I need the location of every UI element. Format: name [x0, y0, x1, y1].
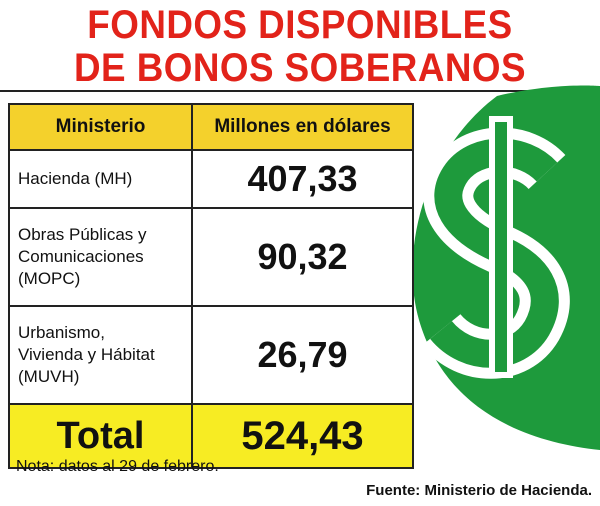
- total-value: 524,43: [191, 403, 414, 469]
- ministry-value: 90,32: [191, 207, 414, 307]
- header-ministerio: Ministerio: [8, 103, 193, 151]
- title-divider: [0, 90, 600, 92]
- ministry-name-line: Hacienda (MH): [18, 169, 133, 188]
- total-label: Total: [8, 403, 193, 469]
- ministry-value: 407,33: [191, 149, 414, 209]
- ministry-name-line: Urbanismo,: [18, 323, 105, 342]
- ministry-name-line: Obras Públicas y: [18, 225, 147, 244]
- ministry-name-line: (MUVH): [18, 367, 80, 386]
- ministry-name: Hacienda (MH): [8, 149, 193, 209]
- table-row: Hacienda (MH) 407,33: [8, 149, 414, 209]
- ministry-name-line: (MOPC): [18, 269, 81, 288]
- ministry-name: Obras Públicas y Comunicaciones (MOPC): [8, 207, 193, 307]
- table-total-row: Total 524,43: [8, 403, 414, 469]
- footnote: Nota: datos al 29 de febrero.: [16, 458, 219, 475]
- table-header-row: Ministerio Millones en dólares: [8, 103, 414, 151]
- ministry-name-line: Vivienda y Hábitat: [18, 345, 155, 364]
- page-title-line-2: DE BONOS SOBERANOS: [73, 46, 526, 90]
- source-credit: Fuente: Ministerio de Hacienda.: [366, 482, 592, 499]
- ministry-name: Urbanismo, Vivienda y Hábitat (MUVH): [8, 305, 193, 405]
- table-row: Obras Públicas y Comunicaciones (MOPC) 9…: [8, 207, 414, 307]
- header-millones: Millones en dólares: [191, 103, 414, 151]
- table-row: Urbanismo, Vivienda y Hábitat (MUVH) 26,…: [8, 305, 414, 405]
- dollar-sign-icon: [412, 85, 600, 450]
- funds-table: Ministerio Millones en dólares Hacienda …: [8, 103, 414, 469]
- ministry-value: 26,79: [191, 305, 414, 405]
- ministry-name-line: Comunicaciones: [18, 247, 144, 266]
- page-title-line-1: FONDOS DISPONIBLES: [87, 3, 513, 47]
